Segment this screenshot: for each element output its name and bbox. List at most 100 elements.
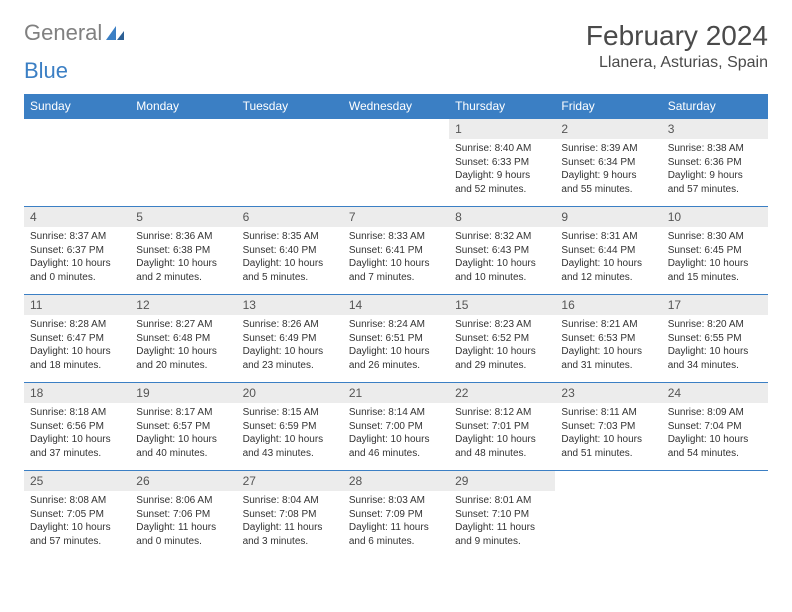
- day-body: Sunrise: 8:32 AMSunset: 6:43 PMDaylight:…: [449, 227, 555, 288]
- day-cell: 10Sunrise: 8:30 AMSunset: 6:45 PMDayligh…: [662, 207, 768, 295]
- week-row: 25Sunrise: 8:08 AMSunset: 7:05 PMDayligh…: [24, 471, 768, 559]
- day-body: Sunrise: 8:33 AMSunset: 6:41 PMDaylight:…: [343, 227, 449, 288]
- day-number: 15: [449, 295, 555, 315]
- day-number: 11: [24, 295, 130, 315]
- dayname-tue: Tuesday: [237, 94, 343, 119]
- day-cell: 14Sunrise: 8:24 AMSunset: 6:51 PMDayligh…: [343, 295, 449, 383]
- day-body: Sunrise: 8:39 AMSunset: 6:34 PMDaylight:…: [555, 139, 661, 200]
- day-cell: 21Sunrise: 8:14 AMSunset: 7:00 PMDayligh…: [343, 383, 449, 471]
- day-cell: 16Sunrise: 8:21 AMSunset: 6:53 PMDayligh…: [555, 295, 661, 383]
- day-cell: 5Sunrise: 8:36 AMSunset: 6:38 PMDaylight…: [130, 207, 236, 295]
- day-body: Sunrise: 8:09 AMSunset: 7:04 PMDaylight:…: [662, 403, 768, 464]
- day-number: 16: [555, 295, 661, 315]
- day-body: Sunrise: 8:23 AMSunset: 6:52 PMDaylight:…: [449, 315, 555, 376]
- day-cell: 8Sunrise: 8:32 AMSunset: 6:43 PMDaylight…: [449, 207, 555, 295]
- day-number: 2: [555, 119, 661, 139]
- day-cell: 25Sunrise: 8:08 AMSunset: 7:05 PMDayligh…: [24, 471, 130, 559]
- day-body: Sunrise: 8:36 AMSunset: 6:38 PMDaylight:…: [130, 227, 236, 288]
- day-cell: 18Sunrise: 8:18 AMSunset: 6:56 PMDayligh…: [24, 383, 130, 471]
- day-body: Sunrise: 8:12 AMSunset: 7:01 PMDaylight:…: [449, 403, 555, 464]
- day-body: Sunrise: 8:03 AMSunset: 7:09 PMDaylight:…: [343, 491, 449, 552]
- day-cell: [555, 471, 661, 559]
- day-cell: 26Sunrise: 8:06 AMSunset: 7:06 PMDayligh…: [130, 471, 236, 559]
- day-body: Sunrise: 8:24 AMSunset: 6:51 PMDaylight:…: [343, 315, 449, 376]
- day-number: 10: [662, 207, 768, 227]
- day-cell: 27Sunrise: 8:04 AMSunset: 7:08 PMDayligh…: [237, 471, 343, 559]
- day-number: 5: [130, 207, 236, 227]
- day-body: Sunrise: 8:17 AMSunset: 6:57 PMDaylight:…: [130, 403, 236, 464]
- dayname-wed: Wednesday: [343, 94, 449, 119]
- day-number: 20: [237, 383, 343, 403]
- day-body: Sunrise: 8:11 AMSunset: 7:03 PMDaylight:…: [555, 403, 661, 464]
- day-cell: 19Sunrise: 8:17 AMSunset: 6:57 PMDayligh…: [130, 383, 236, 471]
- day-number: 12: [130, 295, 236, 315]
- day-number: 8: [449, 207, 555, 227]
- day-cell: [24, 119, 130, 207]
- day-body: Sunrise: 8:01 AMSunset: 7:10 PMDaylight:…: [449, 491, 555, 552]
- day-number: 9: [555, 207, 661, 227]
- day-cell: 29Sunrise: 8:01 AMSunset: 7:10 PMDayligh…: [449, 471, 555, 559]
- day-number: 24: [662, 383, 768, 403]
- day-number: 4: [24, 207, 130, 227]
- day-body: Sunrise: 8:38 AMSunset: 6:36 PMDaylight:…: [662, 139, 768, 200]
- day-cell: 1Sunrise: 8:40 AMSunset: 6:33 PMDaylight…: [449, 119, 555, 207]
- day-body: Sunrise: 8:31 AMSunset: 6:44 PMDaylight:…: [555, 227, 661, 288]
- day-cell: 2Sunrise: 8:39 AMSunset: 6:34 PMDaylight…: [555, 119, 661, 207]
- week-row: 1Sunrise: 8:40 AMSunset: 6:33 PMDaylight…: [24, 119, 768, 207]
- day-body: Sunrise: 8:27 AMSunset: 6:48 PMDaylight:…: [130, 315, 236, 376]
- dayname-sun: Sunday: [24, 94, 130, 119]
- week-row: 18Sunrise: 8:18 AMSunset: 6:56 PMDayligh…: [24, 383, 768, 471]
- day-cell: 4Sunrise: 8:37 AMSunset: 6:37 PMDaylight…: [24, 207, 130, 295]
- day-number: 26: [130, 471, 236, 491]
- day-number: 22: [449, 383, 555, 403]
- dayname-sat: Saturday: [662, 94, 768, 119]
- day-body: Sunrise: 8:28 AMSunset: 6:47 PMDaylight:…: [24, 315, 130, 376]
- day-cell: 20Sunrise: 8:15 AMSunset: 6:59 PMDayligh…: [237, 383, 343, 471]
- day-number: 17: [662, 295, 768, 315]
- day-body: Sunrise: 8:08 AMSunset: 7:05 PMDaylight:…: [24, 491, 130, 552]
- day-number: 25: [24, 471, 130, 491]
- logo-text-1: General: [24, 20, 102, 46]
- day-number: 14: [343, 295, 449, 315]
- day-number: 21: [343, 383, 449, 403]
- day-cell: 24Sunrise: 8:09 AMSunset: 7:04 PMDayligh…: [662, 383, 768, 471]
- day-body: Sunrise: 8:18 AMSunset: 6:56 PMDaylight:…: [24, 403, 130, 464]
- logo-text-2: Blue: [24, 58, 768, 84]
- day-body: Sunrise: 8:30 AMSunset: 6:45 PMDaylight:…: [662, 227, 768, 288]
- day-body: Sunrise: 8:06 AMSunset: 7:06 PMDaylight:…: [130, 491, 236, 552]
- day-number: 13: [237, 295, 343, 315]
- logo: General: [24, 20, 126, 46]
- day-body: Sunrise: 8:04 AMSunset: 7:08 PMDaylight:…: [237, 491, 343, 552]
- day-header-row: Sunday Monday Tuesday Wednesday Thursday…: [24, 94, 768, 119]
- week-row: 11Sunrise: 8:28 AMSunset: 6:47 PMDayligh…: [24, 295, 768, 383]
- day-cell: 11Sunrise: 8:28 AMSunset: 6:47 PMDayligh…: [24, 295, 130, 383]
- day-number: 27: [237, 471, 343, 491]
- day-cell: [662, 471, 768, 559]
- day-number: 29: [449, 471, 555, 491]
- day-cell: 9Sunrise: 8:31 AMSunset: 6:44 PMDaylight…: [555, 207, 661, 295]
- day-number: 1: [449, 119, 555, 139]
- day-cell: 28Sunrise: 8:03 AMSunset: 7:09 PMDayligh…: [343, 471, 449, 559]
- day-cell: 17Sunrise: 8:20 AMSunset: 6:55 PMDayligh…: [662, 295, 768, 383]
- calendar-body: 1Sunrise: 8:40 AMSunset: 6:33 PMDaylight…: [24, 119, 768, 559]
- day-cell: [130, 119, 236, 207]
- month-title: February 2024: [586, 20, 768, 52]
- day-number: 6: [237, 207, 343, 227]
- day-body: Sunrise: 8:15 AMSunset: 6:59 PMDaylight:…: [237, 403, 343, 464]
- day-number: 23: [555, 383, 661, 403]
- day-cell: 3Sunrise: 8:38 AMSunset: 6:36 PMDaylight…: [662, 119, 768, 207]
- day-body: Sunrise: 8:37 AMSunset: 6:37 PMDaylight:…: [24, 227, 130, 288]
- dayname-fri: Friday: [555, 94, 661, 119]
- day-cell: 6Sunrise: 8:35 AMSunset: 6:40 PMDaylight…: [237, 207, 343, 295]
- day-number: 18: [24, 383, 130, 403]
- week-row: 4Sunrise: 8:37 AMSunset: 6:37 PMDaylight…: [24, 207, 768, 295]
- day-cell: 15Sunrise: 8:23 AMSunset: 6:52 PMDayligh…: [449, 295, 555, 383]
- day-cell: 23Sunrise: 8:11 AMSunset: 7:03 PMDayligh…: [555, 383, 661, 471]
- day-body: Sunrise: 8:14 AMSunset: 7:00 PMDaylight:…: [343, 403, 449, 464]
- day-body: Sunrise: 8:20 AMSunset: 6:55 PMDaylight:…: [662, 315, 768, 376]
- day-body: Sunrise: 8:40 AMSunset: 6:33 PMDaylight:…: [449, 139, 555, 200]
- day-cell: [343, 119, 449, 207]
- day-cell: [237, 119, 343, 207]
- day-cell: 13Sunrise: 8:26 AMSunset: 6:49 PMDayligh…: [237, 295, 343, 383]
- dayname-mon: Monday: [130, 94, 236, 119]
